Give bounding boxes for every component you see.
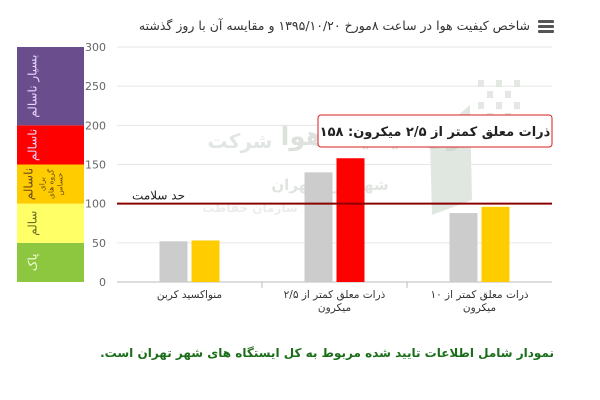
aqi-band <box>17 203 84 243</box>
aqi-band-label-text: سالم <box>26 211 40 236</box>
y-tick-label: 150 <box>85 159 106 172</box>
y-tick-label: 0 <box>99 276 106 289</box>
y-tick-label: 100 <box>85 198 106 211</box>
bar[interactable] <box>481 206 510 282</box>
y-tick-label: 50 <box>92 237 106 250</box>
watermark-logo-cell <box>496 102 502 109</box>
x-tick-label: میکرون <box>318 302 351 314</box>
bar[interactable] <box>191 240 220 282</box>
aqi-band-label-main: ناسالم <box>22 168 36 200</box>
y-tick-label: 200 <box>85 119 106 132</box>
y-tick-label: 250 <box>85 80 106 93</box>
reference-line-label: حد سلامت <box>132 189 185 203</box>
bar[interactable] <box>304 172 333 282</box>
aqi-band <box>17 125 84 165</box>
bar[interactable] <box>336 158 365 282</box>
tooltip-text: ذرات معلق کمتر از ۲/۵ میکرون: ۱۵۸ <box>320 125 551 140</box>
y-tick-label: 300 <box>85 41 106 54</box>
x-tick-label: منواکسید کربن <box>157 289 222 301</box>
aqi-band-label-small: برای <box>38 177 47 191</box>
watermark-logo-cell <box>478 80 484 87</box>
aqi-band-label-small: حساس <box>56 172 65 195</box>
menu-icon-bar <box>538 25 554 28</box>
watermark-logo-cell <box>505 91 511 98</box>
tooltip: ذرات معلق کمتر از ۲/۵ میکرون: ۱۵۸ <box>317 114 553 148</box>
footnote: نمودار شامل اطلاعات تایید شده مربوط به ک… <box>100 346 554 360</box>
bar[interactable] <box>449 213 478 282</box>
bar[interactable] <box>159 241 188 282</box>
aqi-band <box>17 164 84 204</box>
aqi-band-label-text: ناسالم <box>26 129 40 161</box>
bars <box>159 158 510 282</box>
menu-icon-bar <box>538 20 554 23</box>
aqi-band-label: سالم <box>26 211 40 236</box>
watermark-line: شرکت <box>208 129 273 153</box>
menu-icon-bar <box>538 30 554 33</box>
y-axis: 0 50 100 150 200 250 300 <box>85 41 106 289</box>
aqi-band <box>17 242 84 282</box>
aqi-band-label-small: گروه های <box>47 169 56 199</box>
reference-line: حد سلامت <box>117 189 552 205</box>
aqi-band <box>17 47 84 126</box>
watermark-logo-cell <box>514 80 520 87</box>
watermark-logo-cell <box>478 102 484 109</box>
tooltip-box <box>317 114 553 148</box>
watermark-logo-cell <box>487 91 493 98</box>
x-tick-label: ذرات معلق کمتر از ۱۰ <box>430 289 528 301</box>
x-tick-label: میکرون <box>463 302 496 314</box>
watermark-logo-cell <box>496 80 502 87</box>
aqi-band-label: پاک <box>26 254 40 272</box>
aqi-band-label: ناسالم برای گروه های حساس <box>22 168 65 200</box>
x-tick-label: ذرات معلق کمتر از ۲/۵ <box>284 289 386 301</box>
aqi-band-label: بسیار ناسالم <box>26 55 41 118</box>
aqi-band-label: ناسالم <box>26 129 40 161</box>
aqi-band-label-text: بسیار ناسالم <box>26 55 41 118</box>
aqi-band-label-text: پاک <box>26 254 40 272</box>
watermark-logo-cell <box>514 102 520 109</box>
chart-title: شاخص کیفیت هوا در ساعت ۸مورخ ۱۳۹۵/۱۰/۲۰ … <box>138 18 530 33</box>
menu-icon[interactable] <box>538 20 554 33</box>
x-axis: منواکسید کربن ذرات معلق کمتر از ۲/۵میکرون… <box>157 289 529 314</box>
